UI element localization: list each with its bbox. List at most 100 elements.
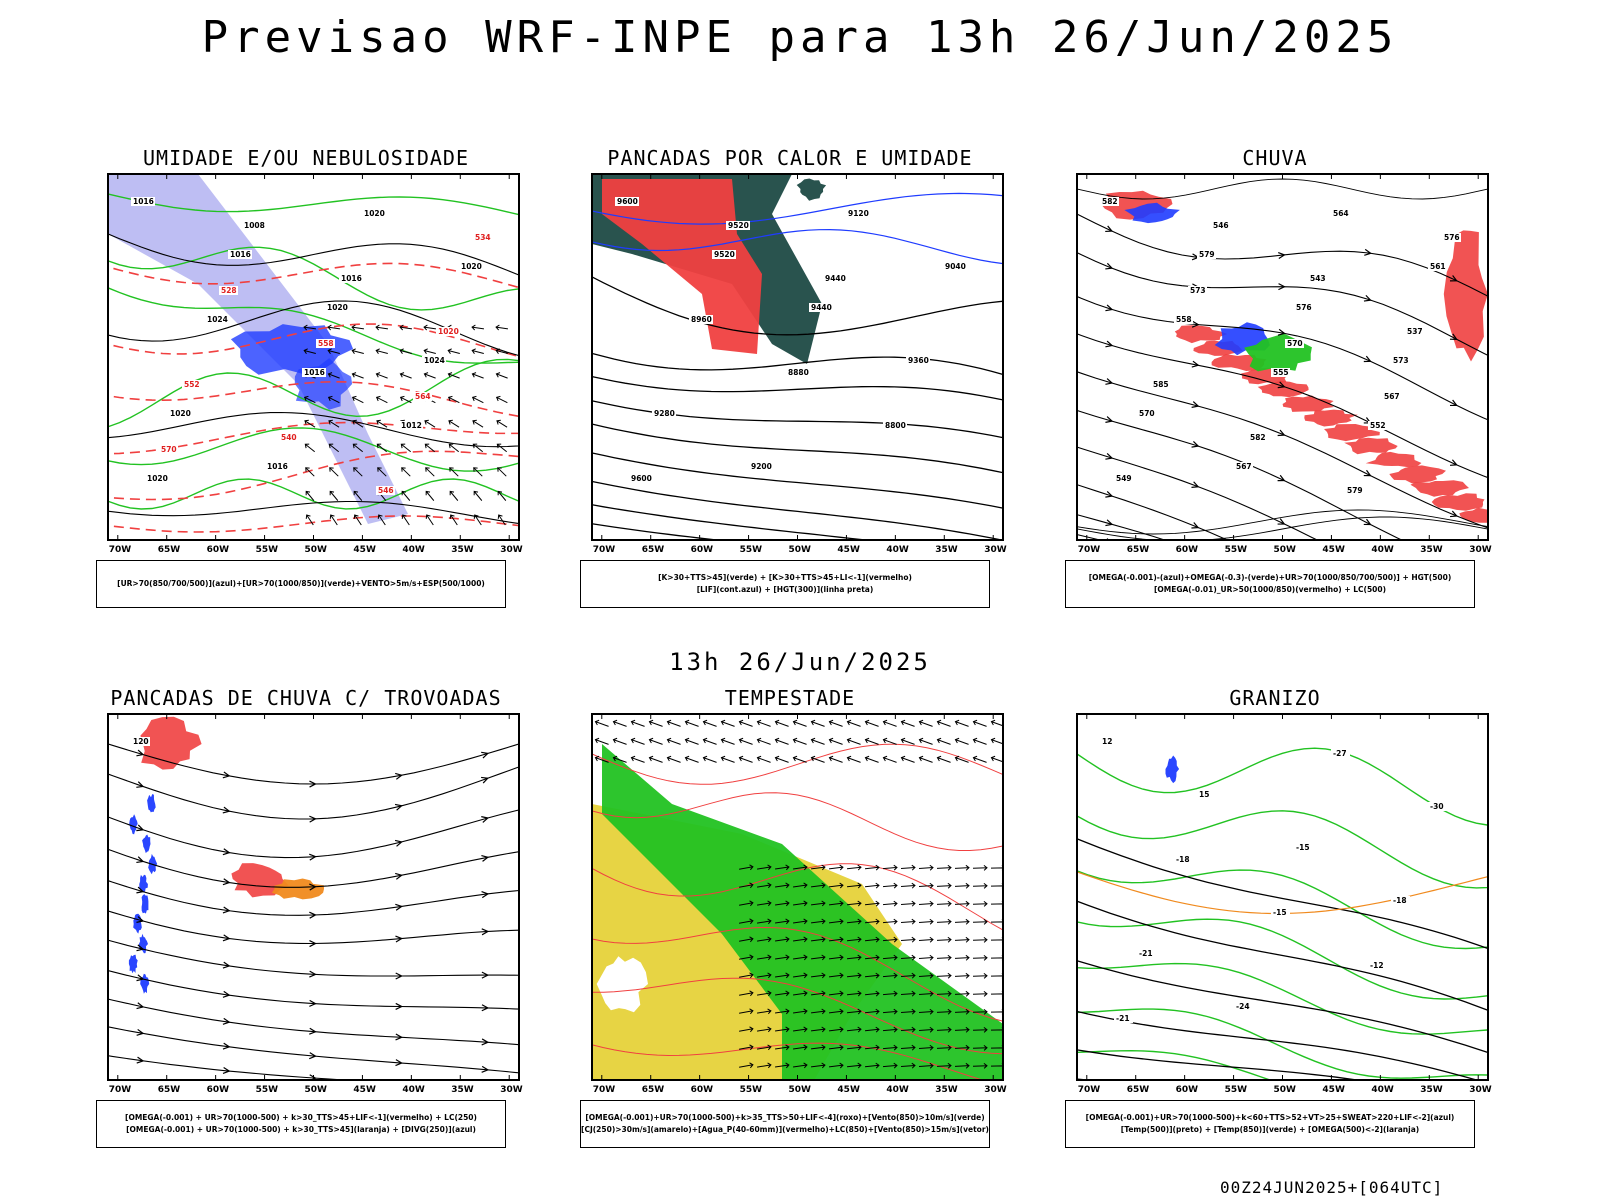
forecast-map[interactable]: 1016 1016 1020 1024 1020 1016 1020 1020 1024 1016… [86,170,526,570]
wind-vector [495,324,509,331]
label-bg [786,368,810,377]
contour-label: 9200 [751,462,772,471]
contour-line [108,193,519,216]
contour-label: 567 [1236,462,1252,471]
panel-chuva: CHUVA 582 579 576 573 570 567 564 561 558 555 552 5… [1055,146,1495,626]
contour-line [1077,1010,1479,1080]
flow-arrow [222,934,231,942]
wind-vector [954,1062,970,1069]
legend-box: [K>30+TTS>45](verde) + [K>30+TTS>45+LI<-… [580,560,990,608]
wind-vector [666,719,681,727]
lon-label: 50W [305,545,328,555]
contour-label: 9360 [908,356,929,365]
forecast-map[interactable]: 1215-15-18-21-24-27-30-18-15-12-2112S15S… [1055,710,1495,1110]
wind-vector [684,755,699,763]
flow-arrow [1277,429,1286,437]
contour-line [1077,960,1488,1054]
flow-arrow [136,749,145,757]
wind-vector [918,755,933,763]
forecast-map[interactable]: 12012S15S18S21S24S27S30S33S36S39S42S70W6… [86,710,526,1110]
contour-label: 1008 [244,221,265,230]
wind-vector [954,882,970,889]
wind-vector [377,467,387,477]
wind-vector [375,372,388,379]
contour-label: 567 [1384,392,1400,401]
wind-vector [425,514,434,526]
wind-vector [774,755,789,763]
lon-label: 70W [109,1085,132,1095]
wind-vector [918,918,934,925]
wind-vector [375,395,388,404]
label-bg [652,409,676,418]
wind-vector [400,443,412,453]
wind-vector [936,954,952,961]
wind-vector [594,755,609,763]
wind-vector [972,1062,988,1069]
label-bg [943,262,967,271]
wind-vector [810,1044,826,1051]
label-bg [615,197,639,206]
rain-red [1344,437,1398,455]
contour-label: 570 [161,445,177,454]
wind-vector [828,1044,844,1051]
panel-title: PANCADAS DE CHUVA C/ TROVOADAS [110,686,502,710]
map-layer: 9600 9520 9440 9360 9280 9200 9120 9040 8960 8880… [591,173,1007,555]
contour-label: 552 [1370,421,1386,430]
wind-vector [424,443,436,453]
contour-label: -24 [1236,1002,1250,1011]
lon-label: 30W [500,1085,523,1095]
wind-vector [954,918,970,925]
lon-label: 30W [1469,1085,1492,1095]
label-bg [1174,855,1193,864]
wind-vector [936,864,952,871]
map-layer: 12012S15S18S21S24S27S30S33S36S39S42S70W6… [107,713,523,1095]
wind-vector [775,1008,790,1015]
label-bg [1197,790,1211,799]
label-bg [846,209,870,218]
label-bg [1382,392,1401,401]
forecast-map[interactable]: 9600 9520 9440 9360 9280 9200 9120 9040 8960 8880… [570,170,1010,570]
forecast-map[interactable]: 582 579 576 573 570 567 564 561 558 555 552 549 546 5… [1055,170,1495,570]
flow-arrow [395,935,404,943]
lon-label: 35W [935,545,958,555]
wind-vector [936,972,952,979]
wind-vector [327,372,340,379]
flow-arrow [1191,522,1200,529]
wind-vector [954,737,969,745]
panel-umidade: UMIDADE E/OU NEBULOSIDADE 1016 1016 1020 10… [86,146,526,626]
wind-vector [775,900,790,907]
label-bg [1442,233,1461,242]
wind-vector [792,1044,808,1051]
label-bg [1211,221,1230,230]
wind-vector [447,348,460,354]
contour-label: 9280 [654,409,675,418]
lon-label: 40W [402,545,425,555]
flow-arrow [222,848,231,856]
wind-vector [846,1008,862,1015]
wind-vector [473,490,483,501]
flow-arrow [481,1065,490,1073]
streamline [108,743,519,785]
wind-vector [954,1026,970,1033]
contour-label: 534 [475,233,491,242]
wind-vector [828,1008,844,1015]
rain-red [1443,230,1488,362]
wind-vector [828,900,844,907]
contour-line [108,478,519,510]
wind-vector [936,900,952,907]
contour-label: 120 [133,737,149,746]
flow-arrow [395,1059,404,1067]
contour-line [592,863,1003,931]
wind-vector [900,882,916,889]
forecast-map[interactable]: 12S15S18S21S24S27S30S33S36S39S42S70W65W6… [570,710,1010,1110]
wind-vector [846,719,861,727]
contour-line [108,515,519,533]
wind-vector [472,419,484,428]
wind-vector [304,419,316,428]
wind-vector [792,900,808,907]
lon-label: 30W [1469,545,1492,555]
contour-label: 1020 [438,327,459,336]
wind-vector [739,864,754,871]
label-bg [131,737,150,746]
contour-label: -18 [1176,855,1190,864]
